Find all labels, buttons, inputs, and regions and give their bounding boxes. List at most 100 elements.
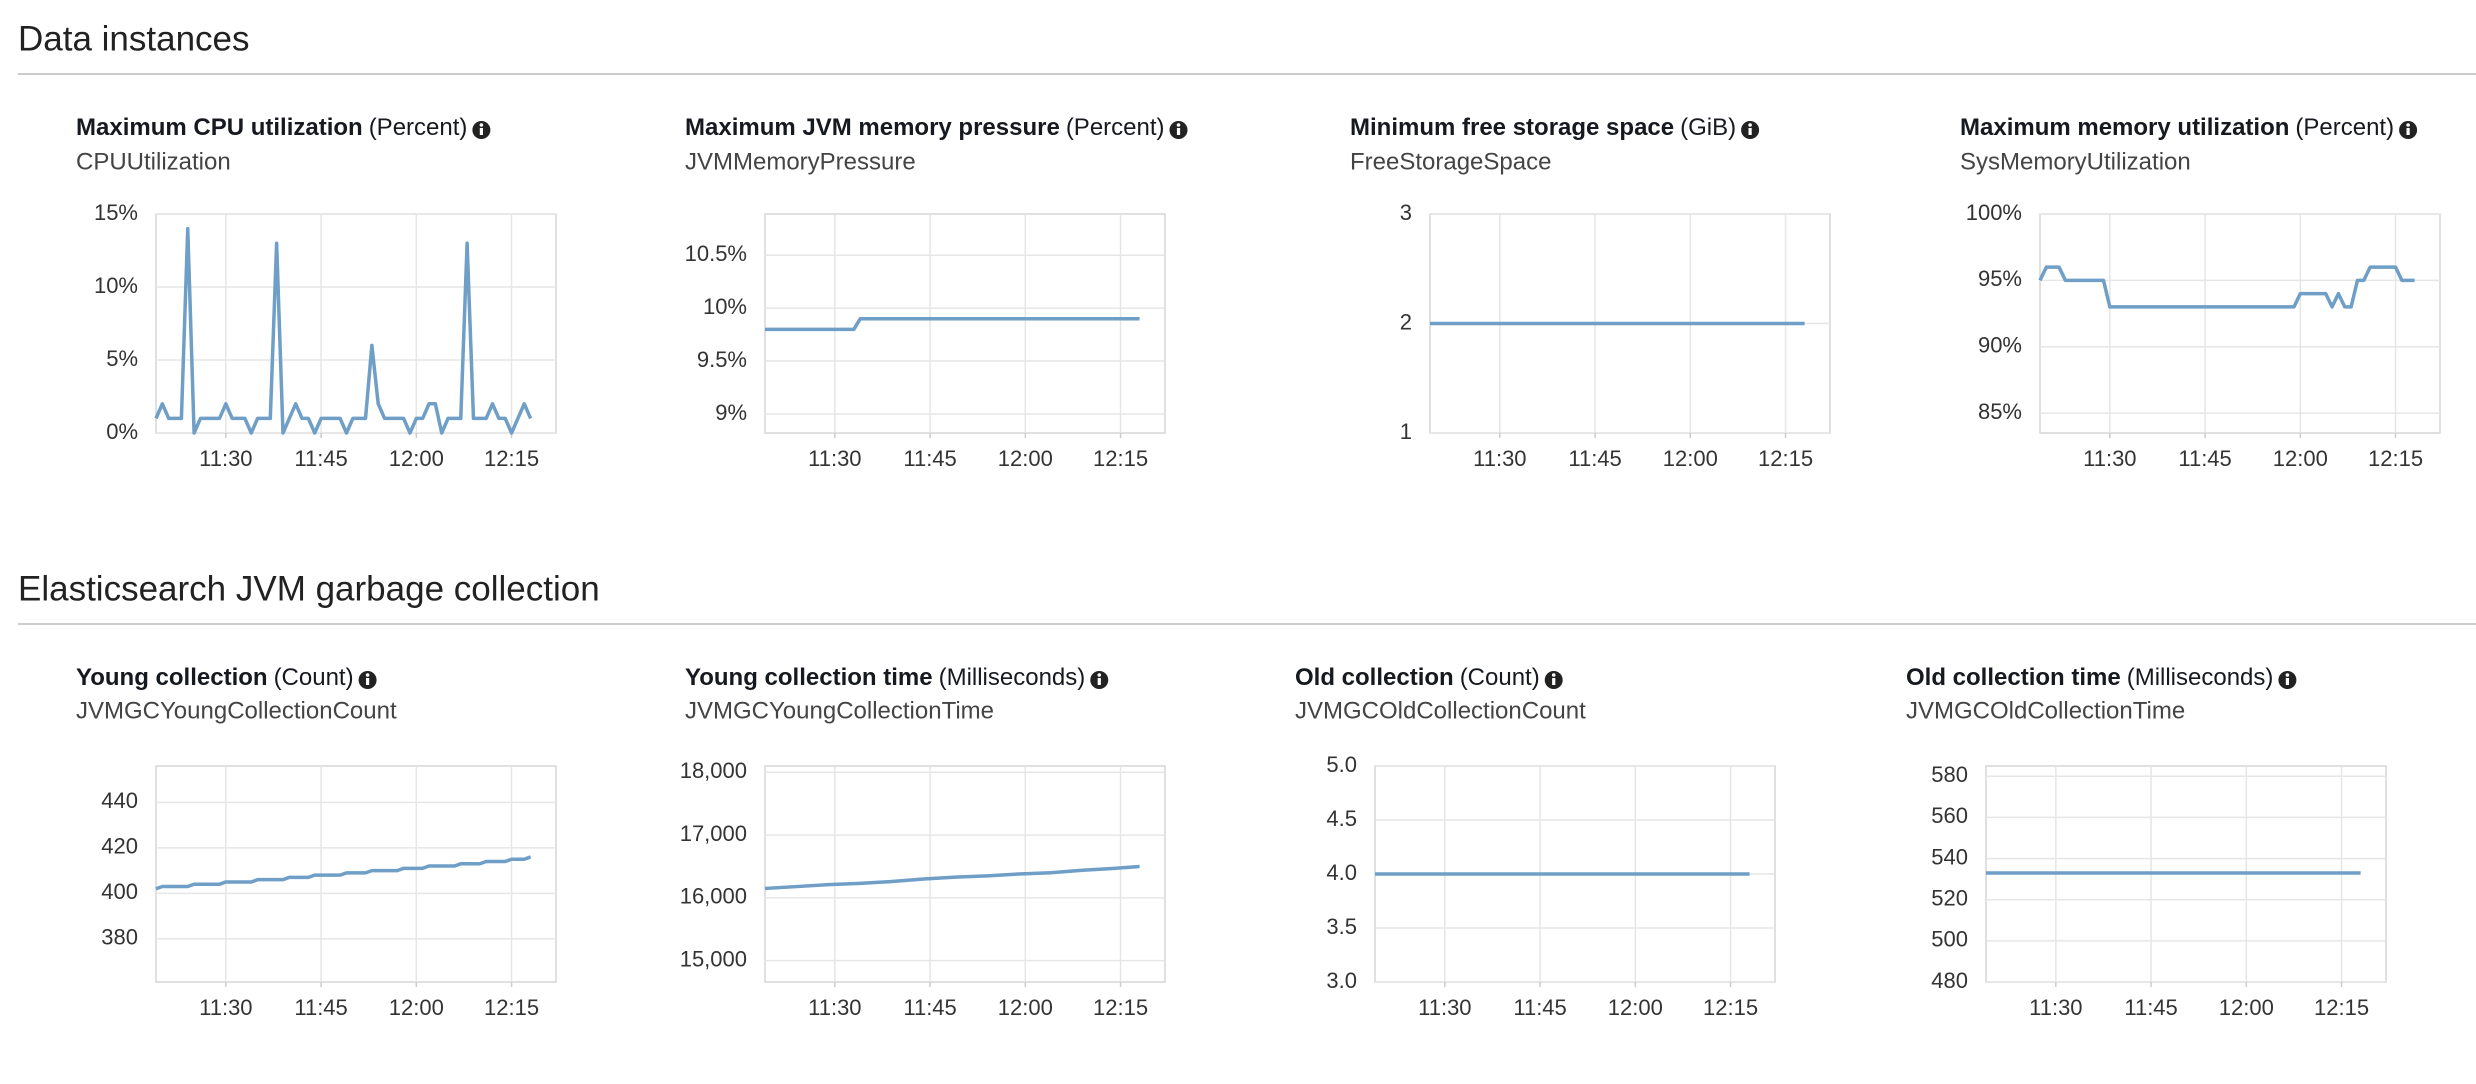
y-tick-label: 4.0 xyxy=(1326,860,1357,885)
x-tick-label: 11:45 xyxy=(1513,995,1566,1020)
info-icon[interactable] xyxy=(1090,671,1109,689)
chart-title: Maximum JVM memory pressure (Percent) xyxy=(685,114,1165,141)
info-icon[interactable] xyxy=(358,671,377,689)
y-tick-label: 560 xyxy=(1931,803,1968,828)
x-tick-label: 12:15 xyxy=(484,995,539,1020)
y-tick-label: 380 xyxy=(101,925,138,950)
x-tick-label: 11:45 xyxy=(1568,446,1621,471)
plot-frame xyxy=(155,765,557,983)
y-tick-label: 15,000 xyxy=(680,946,747,971)
chart-title: Maximum CPU utilization (Percent) xyxy=(76,114,467,141)
data-line xyxy=(155,855,532,891)
y-tick-label: 480 xyxy=(1931,968,1968,993)
chart-subtitle: JVMGCYoungCollectionCount xyxy=(76,697,397,724)
y-tick-label: 580 xyxy=(1931,762,1968,787)
plot-frame xyxy=(764,213,1166,434)
x-tick-label: 11:45 xyxy=(294,446,347,471)
info-icon-stem xyxy=(1748,128,1752,135)
data-line xyxy=(764,864,1140,891)
plot-frame xyxy=(2039,213,2441,434)
chart-panel: Old collection (Count) JVMGCOldCollectionC… xyxy=(1295,664,1776,1020)
y-tick-label: 10% xyxy=(94,273,138,298)
chart-title-name: Old collection time xyxy=(1906,664,2121,691)
chart-subtitle: FreeStorageSpace xyxy=(1350,148,1551,175)
chart-subtitle: SysMemoryUtilization xyxy=(1960,148,2191,175)
chart-panel: Maximum memory utilization (Percent) SysMe… xyxy=(1960,114,2441,471)
x-tick-label: 11:30 xyxy=(1473,446,1526,471)
chart-panel: Maximum CPU utilization (Percent) CPUUtili… xyxy=(76,114,557,471)
info-icon[interactable] xyxy=(1741,121,1760,139)
plot-frame xyxy=(764,765,1166,983)
chart-title: Young collection (Count) xyxy=(76,664,354,691)
y-tick-label: 540 xyxy=(1931,844,1968,869)
y-tick-label: 3.0 xyxy=(1326,968,1357,993)
x-tick-label: 11:30 xyxy=(808,446,861,471)
info-icon-stem xyxy=(2285,678,2290,685)
section-heading: Data instances xyxy=(18,19,250,58)
y-tick-label: 4.5 xyxy=(1326,806,1357,831)
x-tick-label: 11:30 xyxy=(2029,995,2082,1020)
info-icon-dot xyxy=(2285,673,2290,677)
info-icon-stem xyxy=(1097,678,1101,685)
x-tick-label: 11:45 xyxy=(903,995,956,1020)
x-tick-label: 12:15 xyxy=(1758,446,1813,471)
info-icon[interactable] xyxy=(1544,671,1563,689)
chart-title-name: Maximum CPU utilization xyxy=(76,114,363,141)
y-tick-label: 17,000 xyxy=(680,821,747,846)
chart-subtitle: JVMMemoryPressure xyxy=(685,148,916,175)
info-icon-stem xyxy=(365,678,370,685)
y-tick-label: 100% xyxy=(1966,200,2022,225)
info-icon-dot xyxy=(1176,123,1181,127)
y-tick-label: 2 xyxy=(1400,309,1412,334)
chart-subtitle: JVMGCOldCollectionCount xyxy=(1295,697,1586,724)
chart-title-name: Old collection xyxy=(1295,664,1454,691)
y-tick-label: 10% xyxy=(703,294,747,319)
x-tick-label: 12:00 xyxy=(998,995,1053,1020)
chart-title: Minimum free storage space (GiB) xyxy=(1350,114,1736,141)
x-tick-label: 12:00 xyxy=(389,995,444,1020)
data-line xyxy=(765,316,1140,332)
info-icon-dot xyxy=(365,673,370,677)
y-tick-label: 0% xyxy=(106,419,138,444)
chart-unit: (Count) xyxy=(1460,664,1540,691)
chart-unit: (GiB) xyxy=(1680,114,1736,141)
y-tick-label: 10.5% xyxy=(685,241,747,266)
chart-panel: Young collection time (Milliseconds) JVMGC… xyxy=(680,664,1166,1020)
chart-panel: Young collection (Count) JVMGCYoungCollect… xyxy=(76,664,557,1020)
info-icon-dot xyxy=(2406,123,2410,127)
info-icon[interactable] xyxy=(2278,671,2297,689)
x-tick-label: 12:15 xyxy=(1093,446,1148,471)
y-tick-label: 1 xyxy=(1400,419,1412,444)
info-icon-stem xyxy=(1552,678,1556,685)
info-icon[interactable] xyxy=(472,121,491,139)
info-icon-dot xyxy=(479,123,484,127)
chart-title-name: Young collection xyxy=(76,664,268,691)
info-icon-dot xyxy=(1097,673,1102,677)
x-tick-label: 12:15 xyxy=(1093,995,1148,1020)
x-tick-label: 11:30 xyxy=(1418,995,1471,1020)
chart-title: Old collection (Count) xyxy=(1295,664,1540,691)
y-tick-label: 500 xyxy=(1931,927,1968,952)
y-tick-label: 3 xyxy=(1400,200,1412,225)
x-tick-label: 11:45 xyxy=(2178,446,2231,471)
info-icon-stem xyxy=(2406,128,2410,135)
plot-frame xyxy=(155,213,557,434)
chart-panel: Old collection time (Milliseconds) JVMGCOl… xyxy=(1906,664,2387,1020)
x-tick-label: 12:15 xyxy=(2368,446,2423,471)
chart-panel: Minimum free storage space (GiB) FreeStora… xyxy=(1350,114,1831,471)
y-tick-label: 9% xyxy=(715,400,747,425)
y-tick-label: 420 xyxy=(101,834,138,859)
info-icon[interactable] xyxy=(1169,121,1188,139)
y-tick-label: 520 xyxy=(1931,886,1968,911)
x-tick-label: 11:45 xyxy=(2124,995,2177,1020)
x-tick-label: 12:15 xyxy=(1703,995,1758,1020)
info-icon[interactable] xyxy=(2399,121,2418,139)
y-tick-label: 5.0 xyxy=(1326,752,1357,777)
chart-unit: (Milliseconds) xyxy=(2127,664,2274,691)
y-tick-label: 400 xyxy=(101,879,138,904)
y-tick-label: 9.5% xyxy=(697,347,747,372)
x-tick-label: 12:00 xyxy=(1608,995,1663,1020)
y-tick-label: 16,000 xyxy=(680,884,747,909)
